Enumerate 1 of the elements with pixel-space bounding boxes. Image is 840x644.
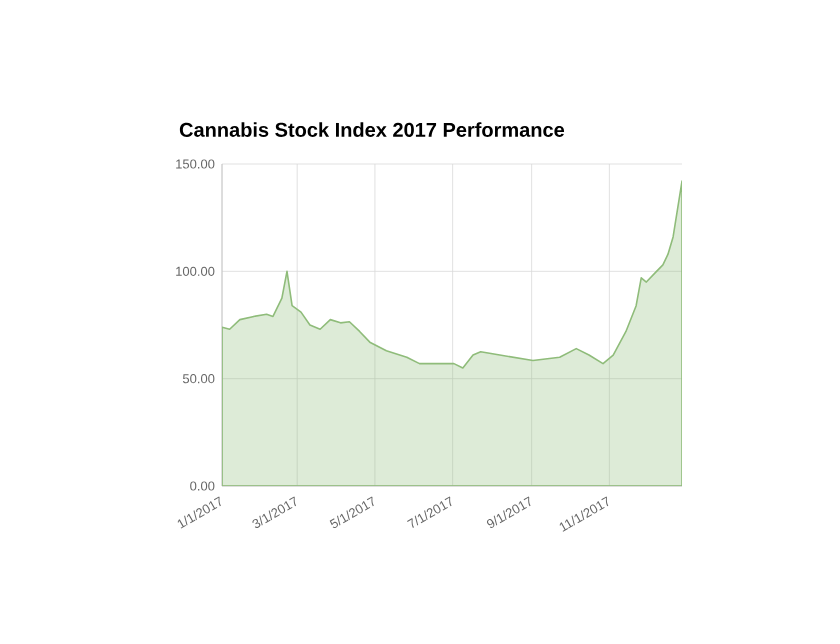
chart-title: Cannabis Stock Index 2017 Performance xyxy=(179,122,565,137)
